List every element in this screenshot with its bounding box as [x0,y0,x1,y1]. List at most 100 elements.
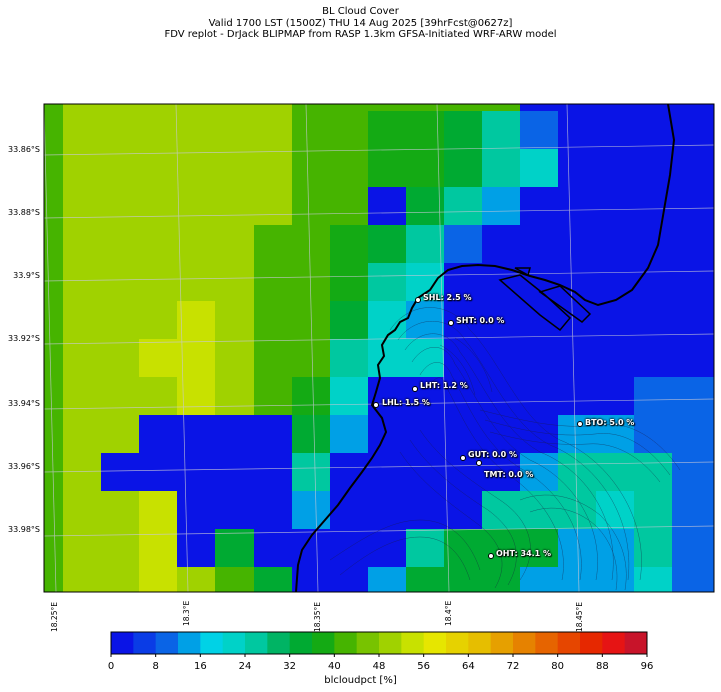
colorbar-swatch [267,632,291,654]
lat-label-3: 33.9°S [13,271,40,280]
grid-cell [520,225,559,264]
colorbar-tick-label: 64 [461,661,475,672]
grid-cell [634,491,673,530]
colorbar-swatch [423,632,447,654]
grid-cell [406,263,445,302]
colorbar-swatch [178,632,201,654]
station-label-oht: OHT: 34.1 % [496,549,552,558]
station-marker-tmt[interactable] [476,460,482,466]
grid-cell [101,149,140,188]
grid-cell [596,301,635,340]
grid-cell [63,225,102,264]
grid-cell [177,104,216,112]
grid-cell [254,111,293,150]
grid-cell [330,529,369,568]
grid-cell [63,149,102,188]
grid-cell [520,339,559,378]
colorbar-swatch [312,632,335,654]
grid-cell [254,415,293,454]
grid-cell [177,529,216,568]
colorbar-tick-label: 48 [372,661,386,672]
station-label-tmt: TMT: 0.0 % [484,470,534,479]
grid-cell [558,263,597,302]
grid-cell [672,187,714,226]
grid-cell [292,149,331,188]
station-label-shl: SHL: 2.5 % [423,293,472,302]
terrain-contours [329,307,681,591]
grid-cell [254,339,293,378]
grid-cell [330,149,369,188]
grid-cell [482,187,521,226]
lat-label-7: 33.98°S [8,525,40,534]
grid-cell [63,491,102,530]
grid-cell [139,339,178,378]
grid-cell [672,225,714,264]
station-marker-lhl[interactable] [373,402,379,408]
grid-cell [368,529,407,568]
grid-cell [672,111,714,150]
grid-cell [101,301,140,340]
grid-cell [101,529,140,568]
grid-cell [254,301,293,340]
grid-cell [44,225,64,264]
grid-cell [634,301,673,340]
grid-cell [596,187,635,226]
grid-cell [215,301,255,340]
grid-cell [444,339,483,378]
grid-cell [672,529,714,568]
grid-cell [596,415,635,454]
colorbar-swatch [222,632,246,654]
grid-cell [482,529,521,568]
grid-cell [330,491,369,530]
station-label-lhl: LHL: 1.5 % [382,398,430,407]
grid-cell [292,491,331,530]
grid-cell [101,263,140,302]
grid-cell [292,111,331,150]
grid-cell [406,529,445,568]
grid-cell [330,104,369,112]
grid-cell [520,415,559,454]
grid-cell [254,187,293,226]
grid-cell [44,104,64,112]
grid-cell [330,111,369,150]
grid-cell [63,567,102,592]
station-marker-lht[interactable] [412,386,418,392]
coastline [295,104,676,592]
colorbar-swatch [468,632,492,654]
colorbar-swatch [513,632,536,654]
grid-cell [444,149,483,188]
grid-cell [101,111,140,150]
station-marker-shl[interactable] [415,297,421,303]
grid-cell [63,301,102,340]
grid-cell [177,567,216,592]
grid-cell [44,111,64,150]
grid-cell [215,529,255,568]
station-label-gut: GUT: 0.0 % [468,450,518,459]
grid-cell [482,111,521,150]
grid-cell [215,415,255,454]
grid-cell [368,225,407,264]
grid-cell [215,225,255,264]
grid-cell [482,301,521,340]
grid-cell [101,567,140,592]
colorbar-tick-label: 56 [417,661,431,672]
grid-cell [101,491,140,530]
colorbar-tick-label: 80 [551,661,565,672]
colorbar-swatch [133,632,157,654]
colorbar-swatch [580,632,603,654]
grid-cell [330,567,369,592]
grid-cell [634,339,673,378]
grid-cell [177,149,216,188]
station-marker-sht[interactable] [448,320,454,326]
colorbar [110,631,648,657]
grid-cell [406,187,445,226]
station-marker-gut[interactable] [460,455,466,461]
grid-cell [672,263,714,302]
station-marker-bto[interactable] [577,421,583,427]
grid-cell [63,111,102,150]
colorbar-label: blcloudpct [%] [324,675,397,686]
colorbar-swatch [557,632,581,654]
station-marker-oht[interactable] [488,553,494,559]
colorbar-swatch [535,632,559,654]
